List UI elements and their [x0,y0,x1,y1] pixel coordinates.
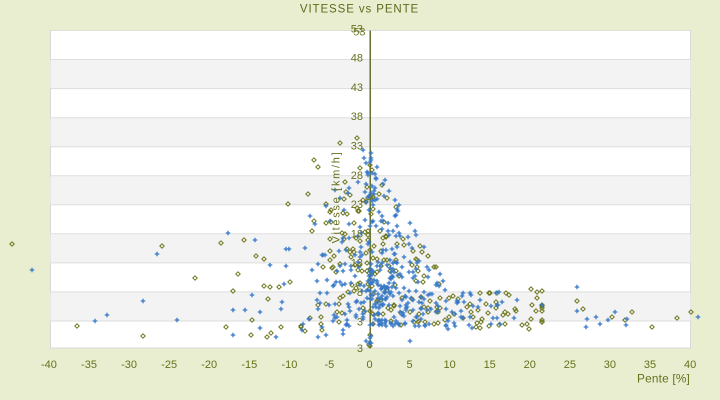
svg-text:30: 30 [604,359,616,371]
svg-text:23: 23 [351,199,363,211]
svg-text:-5: -5 [325,359,335,371]
svg-text:43: 43 [351,82,363,94]
svg-text:-30: -30 [121,359,137,371]
svg-text:18: 18 [351,228,363,240]
svg-text:38: 38 [351,111,363,123]
svg-text:53: 53 [353,27,365,39]
svg-text:5: 5 [407,359,413,371]
svg-text:33: 33 [351,141,363,153]
svg-text:25: 25 [564,359,576,371]
svg-text:Vitesse [km/h]: Vitesse [km/h] [331,151,343,244]
svg-text:-15: -15 [241,359,257,371]
svg-text:35: 35 [644,359,656,371]
svg-text:3: 3 [357,343,363,355]
svg-text:15: 15 [484,359,496,371]
svg-text:-25: -25 [161,359,177,371]
svg-text:53: 53 [351,23,363,35]
svg-text:28: 28 [351,170,363,182]
svg-text:8: 8 [357,287,363,299]
svg-text:-10: -10 [281,359,297,371]
svg-text:10: 10 [443,359,455,371]
svg-text:3: 3 [357,316,363,328]
svg-text:VITESSE vs PENTE: VITESSE vs PENTE [300,3,419,15]
svg-text:-20: -20 [201,359,217,371]
svg-text:-35: -35 [81,359,97,371]
svg-text:-40: -40 [41,359,57,371]
svg-text:40: 40 [684,359,696,371]
svg-text:20: 20 [524,359,536,371]
svg-text:48: 48 [351,53,363,65]
svg-text:13: 13 [351,258,363,270]
svg-text:Pente [%]: Pente [%] [637,372,690,386]
svg-text:0: 0 [366,359,372,371]
